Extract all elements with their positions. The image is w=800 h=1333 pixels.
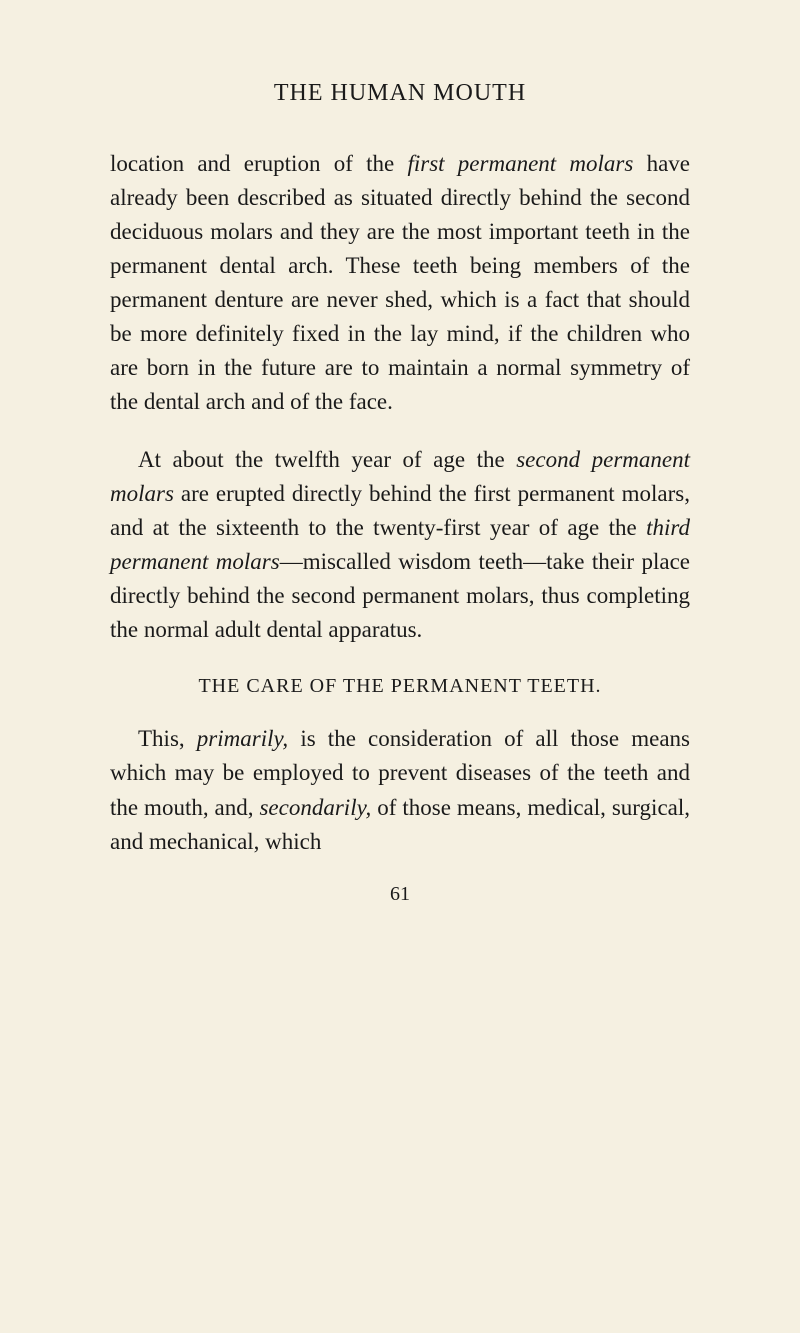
paragraph-2: At about the twelfth year of age the sec… xyxy=(110,443,690,647)
paragraph-1: location and eruption of the first perma… xyxy=(110,147,690,419)
p1-text-pre: location and eruption of the xyxy=(110,151,407,176)
p2-text-mid1: are erupted directly behind the first pe… xyxy=(110,481,690,540)
p1-text-post: have already been described as situated … xyxy=(110,151,690,414)
running-header: THE HUMAN MOUTH xyxy=(110,80,690,107)
page-number: 61 xyxy=(110,883,690,906)
paragraph-3: This, primarily, is the consideration of… xyxy=(110,722,690,858)
section-heading: THE CARE OF THE PERMANENT TEETH. xyxy=(110,675,690,698)
p1-italic-1: first permanent molars xyxy=(407,151,633,176)
p3-italic-1: primarily, xyxy=(197,726,288,751)
book-page: THE HUMAN MOUTH location and eruption of… xyxy=(0,0,800,966)
p2-text-pre: At about the twelfth year of age the xyxy=(138,447,516,472)
p3-italic-2: secondarily, xyxy=(259,795,371,820)
p3-text-pre: This, xyxy=(138,726,197,751)
